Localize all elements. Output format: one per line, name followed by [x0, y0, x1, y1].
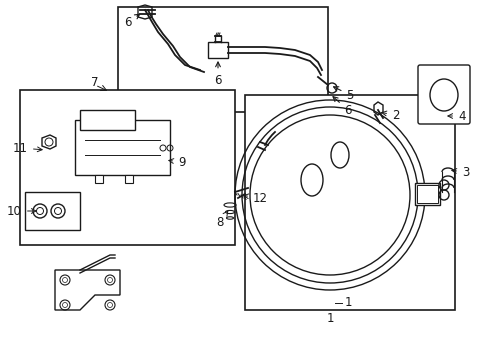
Bar — [80, 110, 135, 130]
Bar — [25, 192, 80, 230]
Bar — [207, 42, 227, 58]
Text: 4: 4 — [447, 109, 465, 122]
Text: 1: 1 — [325, 311, 333, 324]
Bar — [416, 185, 437, 203]
Bar — [75, 120, 170, 175]
Text: 5: 5 — [333, 87, 353, 102]
Bar — [20, 90, 235, 245]
Text: 9: 9 — [168, 156, 185, 168]
Text: 6: 6 — [214, 62, 221, 86]
Bar — [414, 183, 439, 205]
Text: 6: 6 — [332, 97, 351, 117]
FancyBboxPatch shape — [417, 65, 469, 124]
Text: 6: 6 — [124, 14, 140, 28]
Text: 8: 8 — [216, 211, 227, 229]
Text: 1: 1 — [345, 297, 352, 310]
Text: 12: 12 — [244, 192, 267, 204]
Bar — [244, 95, 454, 310]
Text: 7: 7 — [91, 76, 99, 89]
Text: 3: 3 — [451, 166, 468, 179]
Bar — [125, 175, 133, 183]
Text: 11: 11 — [13, 141, 42, 154]
Bar — [118, 7, 327, 112]
Text: 2: 2 — [381, 108, 399, 122]
Text: 10: 10 — [7, 204, 36, 217]
Bar — [95, 175, 103, 183]
